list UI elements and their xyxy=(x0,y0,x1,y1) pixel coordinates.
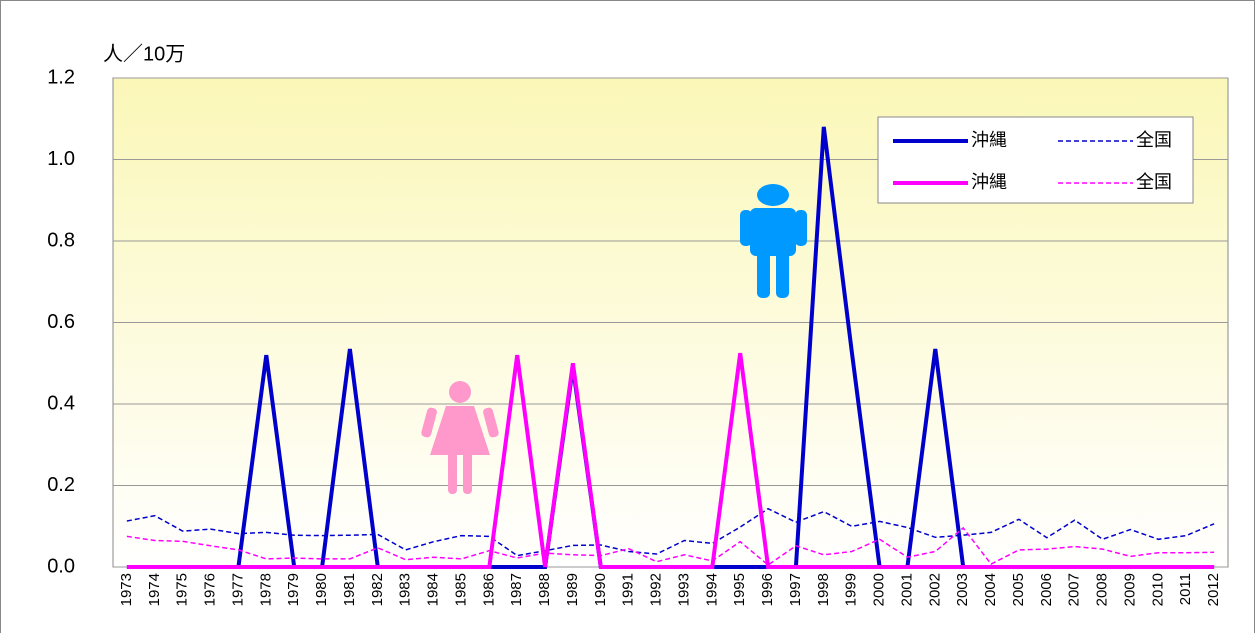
x-tick-label: 1975 xyxy=(174,573,191,606)
x-tick-label: 2002 xyxy=(926,573,943,606)
y-tick-label: 0.6 xyxy=(47,311,75,333)
x-tick-label: 1985 xyxy=(452,573,469,606)
x-tick-label: 1988 xyxy=(536,573,553,606)
y-tick-label: 0.2 xyxy=(47,474,75,496)
x-tick-label: 2004 xyxy=(982,573,999,606)
plot xyxy=(113,77,1228,569)
x-tick-label: 1991 xyxy=(620,573,637,606)
x-tick-label: 1973 xyxy=(118,573,135,606)
x-tick-label: 1990 xyxy=(592,573,609,606)
x-tick-label: 2010 xyxy=(1149,573,1166,606)
x-tick-label: 1994 xyxy=(703,573,720,606)
x-tick-label: 2007 xyxy=(1066,573,1083,606)
line-series xyxy=(126,507,1215,557)
x-tick-label: 1992 xyxy=(648,573,665,606)
y-axis-label: 人／10万 xyxy=(103,42,185,65)
x-tick-label: 1984 xyxy=(425,573,442,606)
x-tick-label: 2001 xyxy=(898,573,915,606)
x-tick-label: 2011 xyxy=(1177,573,1194,605)
x-tick-label: 2008 xyxy=(1094,573,1111,606)
x-tick-label: 1997 xyxy=(787,573,804,606)
x-tick-label: 1978 xyxy=(257,573,274,606)
x-tick-label: 1981 xyxy=(341,573,358,606)
x-tick-label: 1982 xyxy=(369,573,386,606)
legend-label: 沖縄 xyxy=(971,130,1007,150)
x-tick-label: 1995 xyxy=(731,573,748,606)
x-tick-label: 2009 xyxy=(1121,573,1138,606)
x-tick-label: 1986 xyxy=(480,573,497,606)
x-tick-label: 2005 xyxy=(1010,573,1027,606)
x-tick-label: 2000 xyxy=(871,573,888,606)
female-icon xyxy=(421,381,499,494)
x-tick-label: 1974 xyxy=(146,573,163,606)
x-tick-label: 1999 xyxy=(843,573,860,606)
legend xyxy=(877,116,1194,204)
y-tick-label: 0.0 xyxy=(47,555,75,577)
x-tick-label: 1976 xyxy=(202,573,219,606)
x-tick-label: 1996 xyxy=(759,573,776,606)
legend-label: 全国 xyxy=(1136,172,1172,192)
y-tick-label: 1.2 xyxy=(47,66,75,88)
legend-label: 全国 xyxy=(1136,130,1172,150)
line-series xyxy=(126,352,1215,569)
x-tick-label: 1983 xyxy=(397,573,414,606)
x-tick-label: 2003 xyxy=(954,573,971,606)
x-tick-label: 1980 xyxy=(313,573,330,606)
male-icon xyxy=(740,184,807,298)
x-tick-label: 1979 xyxy=(285,573,302,606)
x-tick-label: 1998 xyxy=(815,573,832,606)
x-tick-label: 1989 xyxy=(564,573,581,606)
y-tick-label: 0.8 xyxy=(47,229,75,251)
x-tick-label: 1987 xyxy=(508,573,525,606)
x-tick-label: 1993 xyxy=(675,573,692,606)
y-tick-label: 1.0 xyxy=(47,148,75,170)
x-tick-label: 2006 xyxy=(1038,573,1055,606)
y-tick-label: 0.4 xyxy=(47,392,75,414)
x-tick-label: 1977 xyxy=(229,573,246,606)
x-tick-label: 2012 xyxy=(1205,573,1222,606)
legend-label: 沖縄 xyxy=(971,172,1007,192)
